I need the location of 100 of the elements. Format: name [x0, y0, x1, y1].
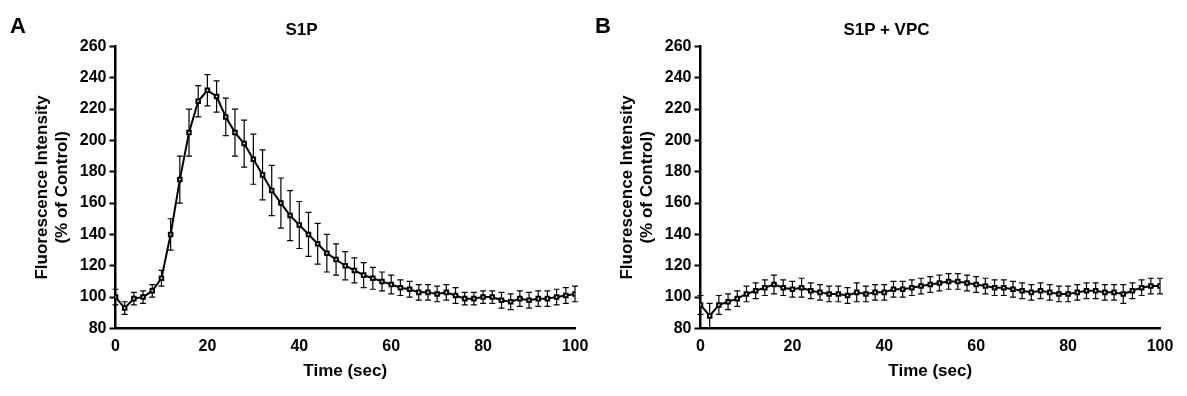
point [507, 299, 514, 305]
point [397, 284, 404, 291]
point [461, 295, 468, 302]
point [131, 295, 137, 302]
point [1074, 289, 1081, 296]
point [443, 289, 450, 296]
text: B [595, 13, 611, 39]
x-tick-label: 0 [111, 337, 121, 355]
point [826, 291, 832, 297]
y-tick-label: 180 [664, 162, 692, 180]
point [909, 284, 915, 291]
point [1028, 289, 1035, 296]
y-axis-title: Fluorescence Intensity (% of Control) [616, 94, 657, 280]
y-tick-label: 120 [664, 256, 692, 274]
point [278, 200, 284, 206]
x-tick-label: 40 [290, 337, 309, 355]
y-tick-label: 160 [664, 193, 692, 211]
point [991, 284, 998, 291]
point [158, 275, 165, 282]
y-tick-label: 80 [673, 318, 692, 336]
point [498, 297, 505, 303]
point [333, 256, 339, 263]
point [177, 176, 183, 183]
point [881, 289, 888, 296]
y-tick-label: 220 [664, 99, 692, 117]
point [195, 98, 201, 104]
point [1083, 288, 1090, 294]
point [762, 284, 768, 291]
text: A [10, 13, 26, 39]
point [927, 281, 934, 288]
x-tick-label: 0 [696, 337, 706, 355]
point [964, 280, 970, 286]
point [844, 292, 851, 299]
point [223, 114, 229, 120]
x-tick-label: 100 [1146, 337, 1174, 355]
point [771, 281, 777, 288]
point [186, 129, 192, 136]
y-tick-label: 260 [79, 36, 107, 54]
point [1120, 291, 1127, 297]
point [1148, 283, 1154, 289]
point [743, 291, 750, 297]
point [204, 87, 211, 94]
x-tick-label: 20 [783, 337, 802, 355]
point [936, 280, 943, 286]
y-tick-label: 140 [79, 224, 107, 242]
x-tick-label: 40 [875, 337, 894, 355]
x-axis-title: Time (sec) [888, 361, 973, 381]
point [1129, 288, 1136, 294]
point [1102, 289, 1108, 296]
point [1037, 288, 1044, 294]
point [140, 294, 146, 300]
point [1019, 288, 1025, 294]
point [798, 284, 805, 291]
point [370, 275, 376, 282]
point [149, 288, 156, 294]
point [517, 295, 523, 302]
x-tick-label: 20 [198, 337, 217, 355]
point [863, 291, 869, 297]
y-tick-label: 260 [664, 36, 692, 54]
point [872, 289, 878, 296]
point [1056, 291, 1062, 297]
x-tick-label: 80 [474, 337, 493, 355]
point [1010, 286, 1016, 292]
point [1138, 284, 1145, 291]
point [918, 283, 924, 289]
point [471, 295, 477, 302]
point [287, 212, 293, 219]
x-tick-label: 60 [967, 337, 986, 355]
y-tick-label: 100 [79, 287, 107, 305]
point [808, 288, 814, 294]
point [434, 291, 440, 297]
point [268, 187, 275, 194]
y-axis-title: Fluorescence Intensity (% of Control) [31, 94, 72, 280]
y-tick-label: 200 [664, 130, 692, 148]
point [342, 262, 349, 269]
point [899, 286, 906, 292]
point [167, 231, 174, 238]
point [324, 250, 330, 256]
y-tick-label: 100 [664, 287, 692, 305]
point [1046, 289, 1053, 296]
point [526, 297, 532, 303]
y-tick-label: 120 [79, 256, 107, 274]
x-axis-title: Time (sec) [303, 361, 388, 381]
y-tick-label: 180 [79, 162, 107, 180]
x-tick-label: 100 [561, 337, 589, 355]
chart-title: S1P + VPC [843, 19, 930, 39]
point [452, 292, 459, 299]
y-tick-label: 80 [88, 318, 107, 336]
point [973, 281, 979, 288]
y-tick-label: 220 [79, 99, 107, 117]
y-tick-label: 240 [664, 68, 692, 86]
point [544, 295, 551, 302]
point [241, 140, 247, 147]
x-tick-label: 80 [1059, 337, 1078, 355]
y-tick-label: 200 [79, 130, 107, 148]
point [1111, 289, 1117, 296]
y-tick-label: 160 [79, 193, 107, 211]
chart-title: S1P [285, 19, 318, 39]
y-tick-label: 140 [664, 224, 692, 242]
point [716, 302, 722, 308]
